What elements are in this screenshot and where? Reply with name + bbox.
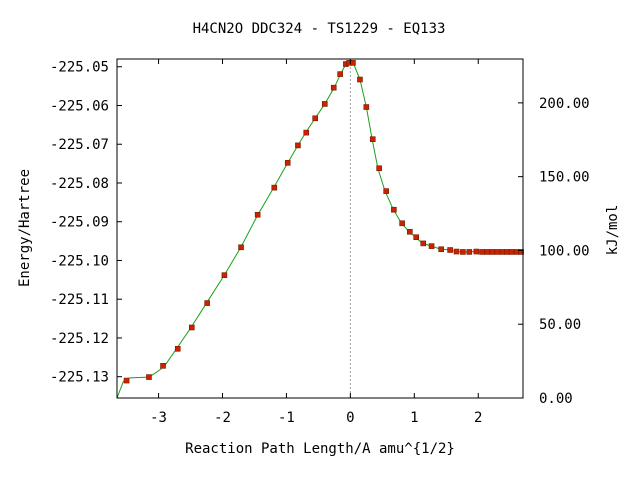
x-tick-label: -1: [278, 410, 295, 426]
plot-frame: [116, 58, 524, 399]
data-point: [337, 71, 343, 77]
data-point: [466, 249, 473, 255]
data-point: [357, 76, 363, 83]
y-tick-label: -225.10: [50, 253, 109, 269]
data-point: [303, 129, 310, 136]
y-tick-label: -225.09: [50, 215, 109, 231]
y-tick-label: -225.07: [50, 137, 109, 153]
data-point: [271, 184, 278, 191]
data-point: [407, 228, 413, 235]
data-point: [489, 249, 496, 255]
data-point: [508, 249, 515, 255]
data-point: [321, 101, 328, 107]
data-point: [363, 104, 370, 110]
data-point: [312, 115, 319, 122]
data-point: [146, 374, 152, 380]
data-point: [494, 249, 501, 255]
chart-title: H4CN2O DDC324 - TS1229 - EQ133: [193, 21, 446, 37]
data-point: [376, 165, 382, 172]
data-point: [428, 243, 435, 249]
x-tick-label: 0: [346, 410, 354, 426]
data-point: [238, 244, 244, 251]
y-tick-label: -225.12: [50, 331, 109, 347]
y-axis-left: -225.05 -225.06 -225.07 -225.08 -225.09 -225.…: [50, 60, 122, 386]
data-point: [204, 300, 210, 306]
data-point: [447, 247, 453, 253]
data-point: [160, 363, 166, 369]
data-point: [383, 188, 389, 194]
x-axis: -3 -2 -1 0 1 2: [150, 59, 482, 426]
y2-axis-label: kJ/mol: [605, 205, 621, 256]
y-tick-label: -225.05: [50, 60, 109, 76]
data-point: [453, 248, 460, 255]
data-points: [123, 60, 524, 384]
data-point: [438, 246, 444, 253]
y2-tick-label: 100.00: [539, 243, 590, 259]
x-tick-label: 2: [474, 410, 482, 426]
data-point: [399, 220, 405, 227]
data-point: [473, 248, 480, 255]
data-point: [189, 324, 195, 331]
y-tick-label: -225.08: [50, 176, 109, 192]
data-point: [350, 60, 356, 66]
x-axis-label: Reaction Path Length/A amu^{1/2}: [185, 441, 455, 457]
data-point: [460, 249, 466, 255]
y2-tick-label: 150.00: [539, 170, 590, 186]
data-point: [330, 84, 337, 91]
data-point: [484, 249, 491, 255]
data-point: [295, 142, 301, 149]
data-point: [174, 345, 181, 352]
data-point: [254, 211, 261, 218]
x-tick-label: -3: [150, 410, 167, 426]
data-point: [518, 249, 524, 255]
data-point: [391, 206, 397, 213]
data-point: [221, 272, 228, 278]
x-tick-label: -2: [214, 410, 231, 426]
y-tick-label: -225.13: [50, 370, 109, 386]
x-tick-label: 1: [410, 410, 418, 426]
y-tick-label: -225.11: [50, 292, 109, 308]
y-tick-label: -225.06: [50, 98, 109, 114]
y2-tick-label: 0.00: [539, 391, 573, 407]
plot-area: [116, 59, 524, 399]
y2-tick-label: 200.00: [539, 96, 590, 112]
data-point: [123, 377, 130, 384]
data-point: [479, 249, 485, 255]
y-axis-label: Energy/Hartree: [17, 169, 33, 287]
y-axis-right: 0.00 50.00 100.00 150.00 200.00: [518, 96, 590, 407]
data-point: [284, 160, 291, 166]
data-point: [420, 240, 427, 247]
data-point: [413, 234, 420, 241]
y2-tick-label: 50.00: [539, 317, 581, 333]
data-point: [369, 136, 376, 142]
